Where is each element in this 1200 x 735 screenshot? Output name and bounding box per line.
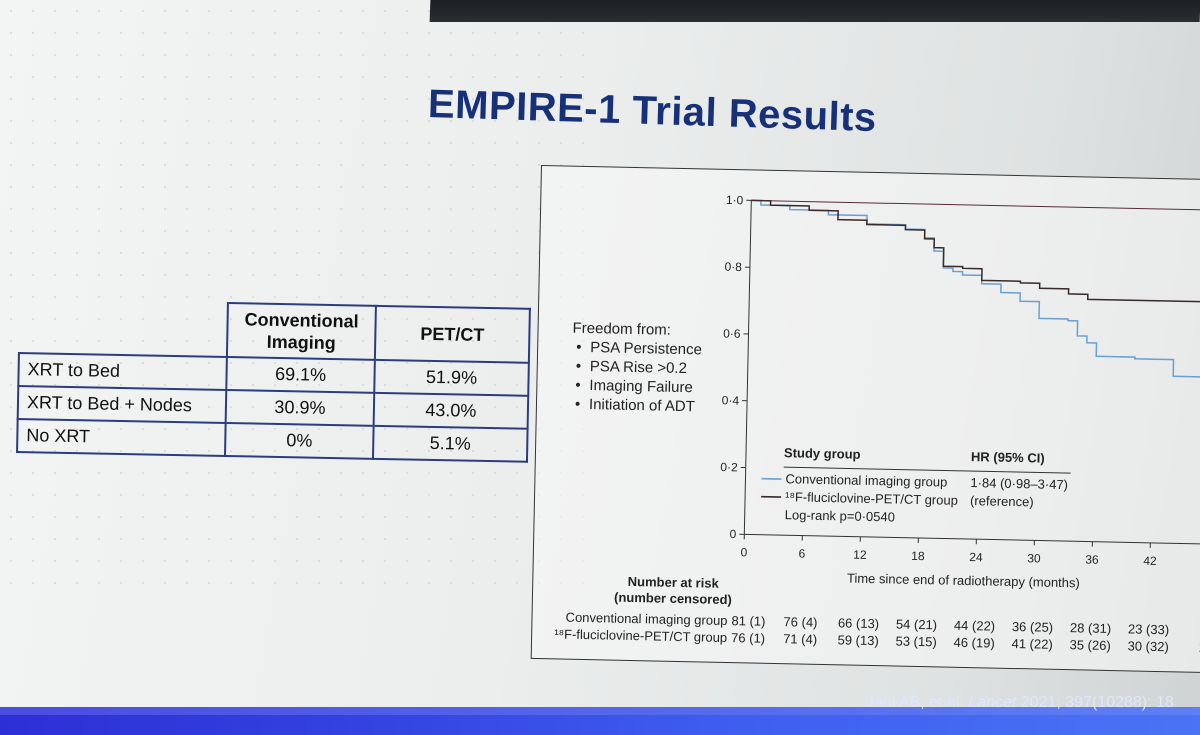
y-tick-label: 1·0 [726,193,744,207]
y-tick-label: 0·4 [722,393,740,407]
x-axis-line [744,533,1200,545]
legend-heading: Study group [784,445,861,462]
header-conventional: Conventional Imaging [226,303,376,360]
cell-value: 69.1% [226,357,375,393]
risk-value: 23 (33) [1128,621,1170,637]
x-tick-label: 24 [969,550,983,564]
risk-value: 30 (32) [1127,638,1169,654]
risk-value: 21 [1199,640,1200,655]
risk-value: 35 (26) [1069,637,1111,653]
cell-value: 30.9% [225,389,375,426]
row-label: XRT to Bed + Nodes [17,386,227,423]
risk-value: 46 (19) [953,635,995,651]
risk-heading-2: (number censored) [614,590,732,607]
results-table: Conventional Imaging PET/CT XRT to Bed 6… [16,298,531,463]
citation: Jani AB, et al. Lancet 2021; 397(10288):… [866,694,1174,712]
risk-heading-1: Number at risk [628,574,720,591]
risk-value: 41 (22) [1011,636,1053,652]
risk-value: 44 (22) [954,618,996,634]
legend-hr-petct: (reference) [970,493,1034,509]
top-dark-band [429,0,1200,22]
row-label: XRT to Bed [18,353,227,390]
risk-value: 36 (25) [1012,619,1054,635]
risk-value: 81 (1) [731,613,765,629]
top-border [751,199,1200,211]
legend-hr-heading: HR (95% CI) [971,449,1045,466]
km-curve-conventional [751,199,1200,378]
legend-entry-petct: ¹⁸F-fluciclovine-PET/CT group [785,489,958,508]
x-axis-label: Time since end of radiotherapy (months) [847,570,1080,590]
citation-journal: Lancet [968,694,1017,711]
x-tick-label: 6 [798,546,805,560]
y-tick-label: 0 [729,527,736,541]
y-tick-label: 0·6 [723,326,741,340]
risk-value: 53 (15) [895,634,937,650]
km-figure-panel: Freedom from: PSA Persistence PSA Rise >… [530,165,1200,675]
km-curve-petct [751,199,1200,303]
cell-value: 5.1% [372,425,528,462]
risk-label-conventional: Conventional imaging group [565,610,727,628]
x-tick-label: 36 [1085,552,1099,566]
y-tick-label: 0·2 [720,460,738,474]
x-tick-label: 42 [1143,554,1157,568]
footer-bar [0,707,1200,735]
citation-rest: 2021; 397(10288): 18 [1020,694,1174,711]
risk-value: 76 (1) [731,630,765,646]
risk-value: 59 (13) [837,632,879,648]
legend-entry-conventional: Conventional imaging group [785,471,947,489]
header-petct: PET/CT [374,305,530,363]
risk-label-petct: ¹⁸F-fluciclovine-PET/CT group [554,626,727,645]
cell-value: 51.9% [374,359,529,396]
x-tick-label: 18 [911,549,925,563]
cell-value: 0% [225,422,374,459]
legend-rule [783,466,1071,474]
table-corner [18,299,228,358]
y-tick-label: 0·8 [724,260,742,274]
legend-logrank: Log-rank p=0·0540 [785,507,896,524]
risk-value: 76 (4) [783,614,817,630]
dot-pattern [0,0,600,600]
x-tick-label: 0 [740,545,747,559]
citation-authors: Jani AB, et al. [866,694,964,711]
risk-value: 54 (21) [896,617,938,633]
x-tick-label: 12 [853,548,867,562]
km-chart: 0 0·2 0·4 0·6 0·8 1·0 0 6 12 18 24 30 36 42 Study gro… [554,193,1200,655]
risk-value: 66 (13) [838,615,880,631]
row-label: No XRT [17,418,226,456]
x-tick-label: 30 [1027,551,1041,565]
legend-hr-conventional: 1·84 (0·98–3·47) [970,475,1068,492]
y-axis-line [743,200,752,535]
risk-value: 71 (4) [783,631,817,647]
cell-value: 43.0% [373,392,529,429]
risk-value: 28 (31) [1070,620,1112,636]
